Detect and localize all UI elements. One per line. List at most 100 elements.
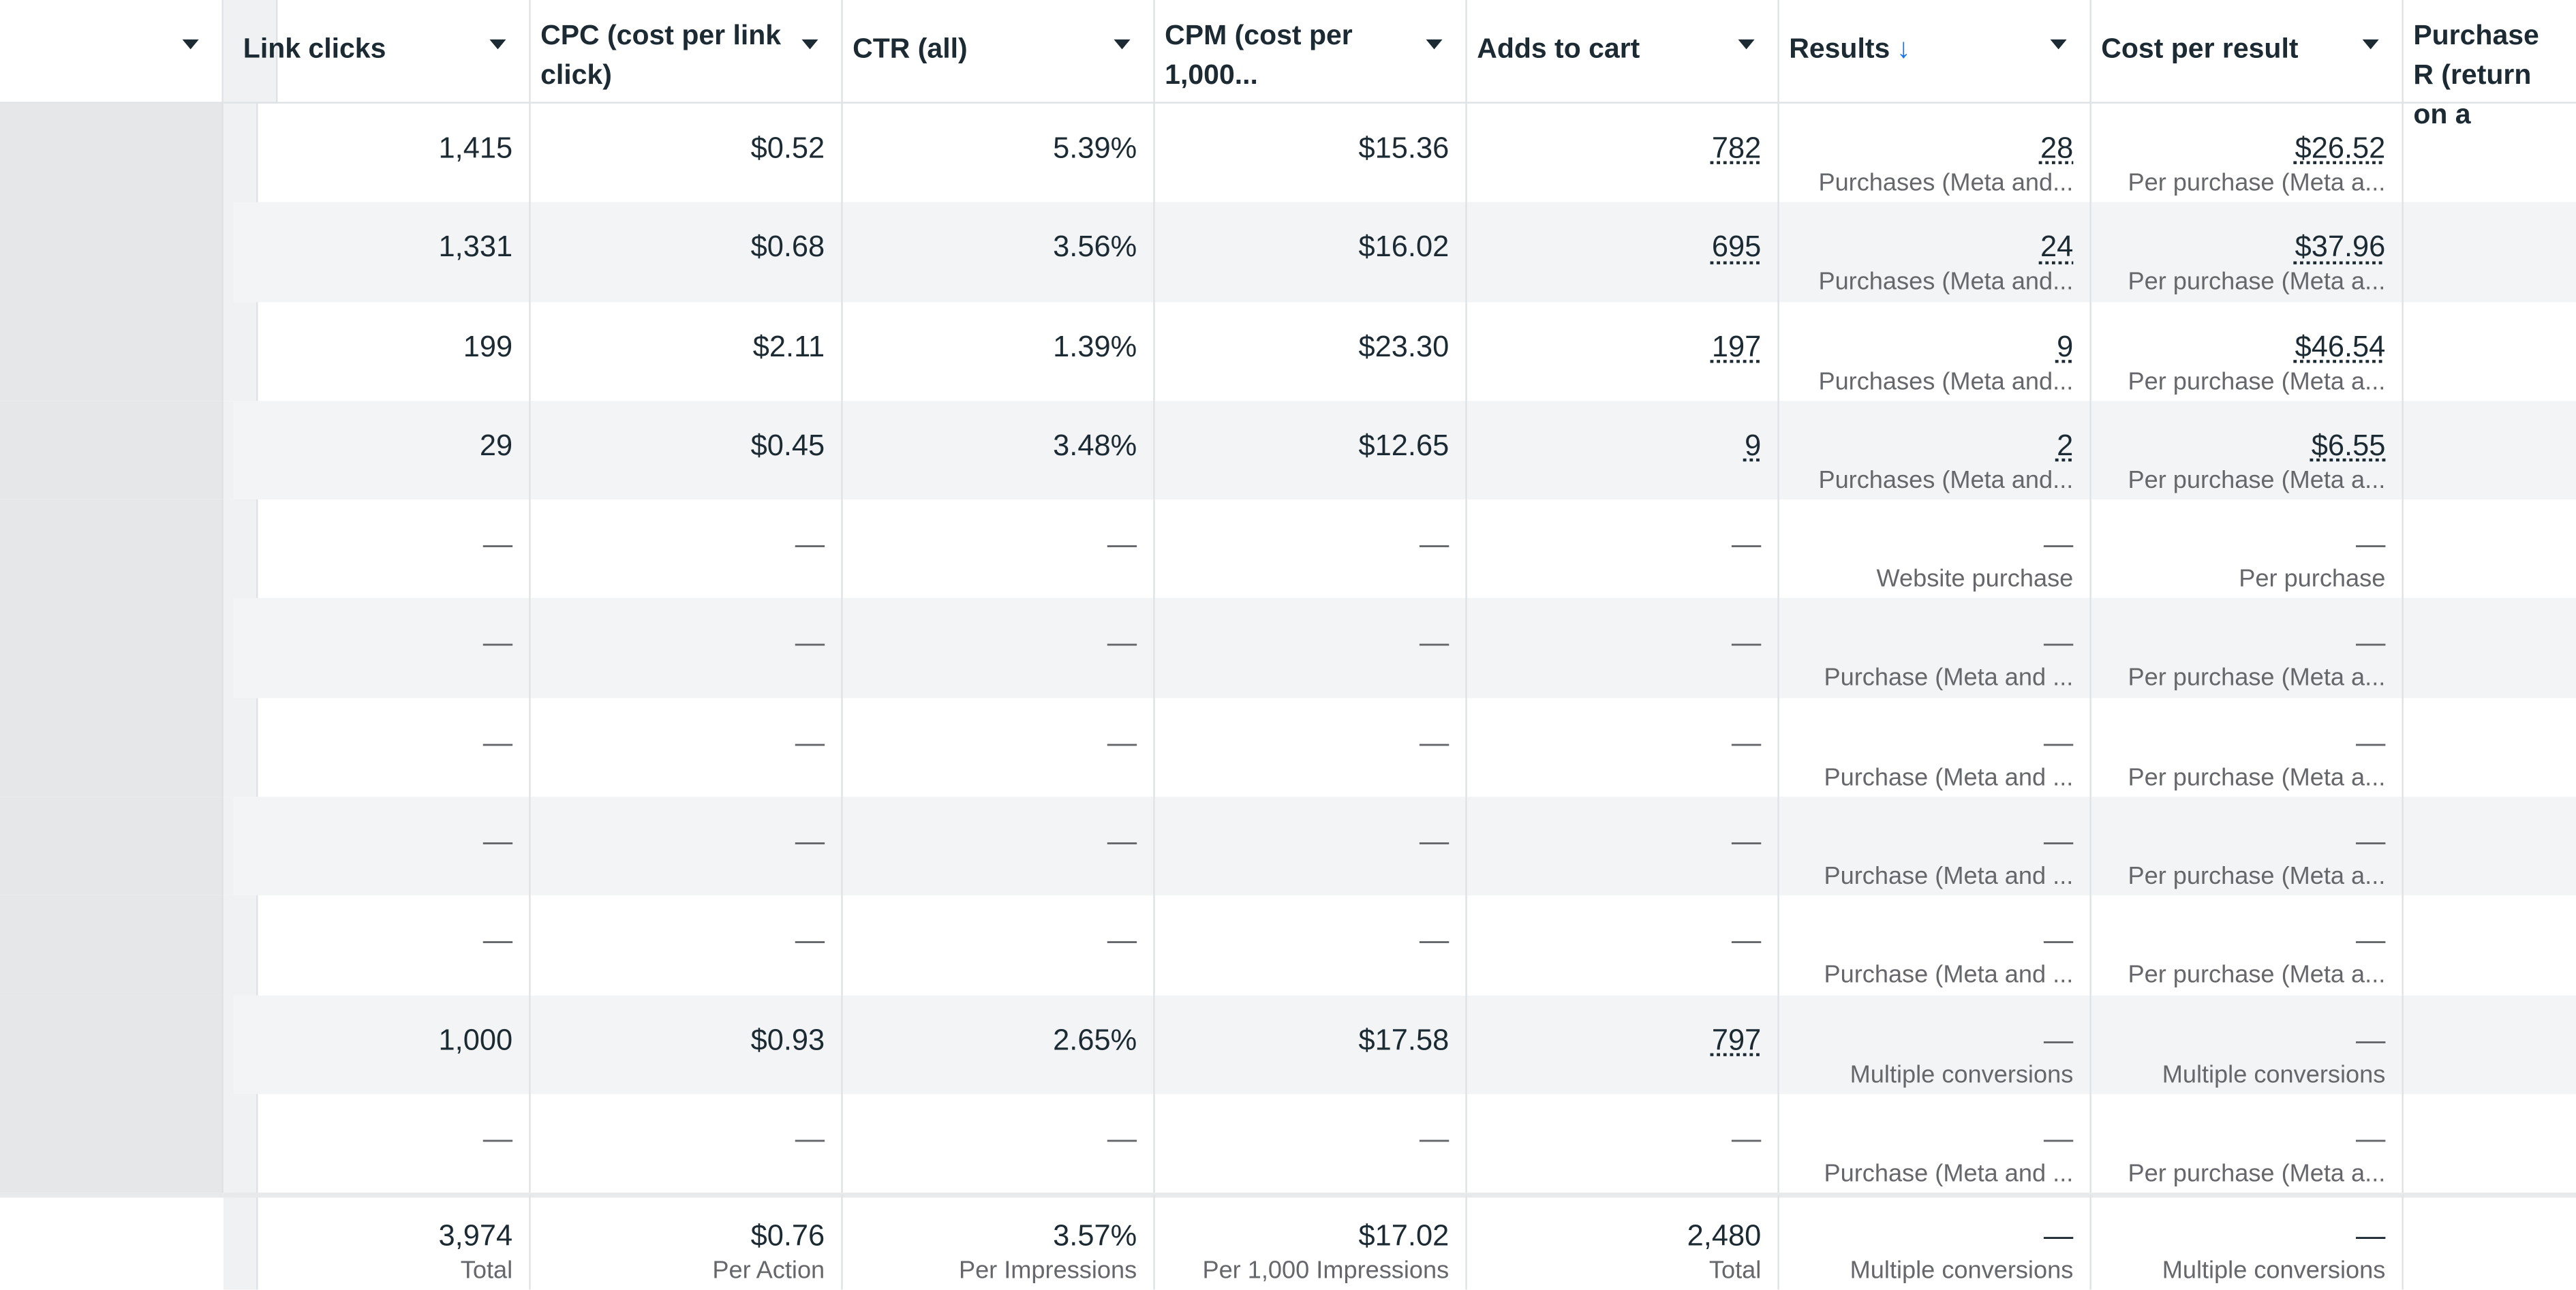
value-text[interactable]: 197 (1711, 329, 1762, 363)
value-text[interactable]: $37.96 (2295, 230, 2386, 264)
value-text: $16.02 (1358, 230, 1450, 264)
cell-value: — (249, 711, 512, 760)
total-value: $0.76 (750, 1219, 825, 1253)
value-text[interactable]: $26.52 (2295, 131, 2386, 165)
row-name-placeholder[interactable] (0, 202, 224, 302)
value-text: — (1107, 1122, 1137, 1155)
cell-subtext: Multiple conversions (1850, 1060, 2074, 1089)
header-link-clicks[interactable]: Link clicks (233, 0, 531, 104)
table-cell-results: 2 Purchases (Meta and... (1779, 400, 2091, 500)
table-cell-results: — Multiple conversions (1779, 995, 2091, 1094)
header-label: Adds to cart (1477, 33, 1640, 65)
column-divider (223, 0, 278, 104)
value-text[interactable]: $6.55 (2311, 428, 2386, 462)
cell-value: 197 (1484, 315, 1761, 364)
cell-value: — (2108, 1107, 2385, 1156)
cell-value: 199 (249, 315, 512, 364)
total-subtext: Total (1708, 1257, 1762, 1285)
value-text[interactable]: 2 (2057, 428, 2074, 462)
cell-value: 9 (1484, 414, 1761, 463)
chevron-down-icon[interactable] (2050, 39, 2067, 50)
chevron-down-icon[interactable] (1738, 39, 1755, 50)
table-cell-ctr: 3.56% (842, 202, 1155, 302)
table-cell-purchase-roas (2404, 698, 2576, 797)
value-text[interactable]: 24 (2040, 230, 2074, 264)
cell-value: — (1484, 810, 1761, 859)
table-cell-purchase-roas (2403, 400, 2576, 500)
table-cell-cpc: — (531, 500, 843, 599)
arrow-down-icon[interactable]: ↓ (1896, 33, 1911, 65)
cell-value: 9 (1796, 315, 2073, 364)
table-cell-cpr: — Per purchase (2091, 500, 2404, 599)
header-ctr[interactable]: CTR (all) (842, 0, 1155, 104)
table-cell-purchase-roas (2404, 302, 2576, 401)
header-adds-to-cart[interactable]: Adds to cart (1467, 0, 1779, 104)
row-name-placeholder[interactable] (0, 797, 224, 896)
value-text: — (1419, 825, 1450, 858)
header-results[interactable]: Results ↓ (1779, 0, 2091, 104)
total-subtext: Total (460, 1257, 513, 1285)
row-name-placeholder[interactable] (0, 698, 224, 797)
row-name-placeholder[interactable] (0, 500, 224, 599)
header-label: CTR (all) (853, 33, 968, 65)
value-text: $0.93 (750, 1023, 825, 1056)
table-cell-adds: — (1467, 797, 1779, 896)
chevron-down-icon[interactable] (489, 39, 506, 50)
header-cpm[interactable]: CPM (cost per 1,000... (1154, 0, 1467, 104)
cell-subtext: Per purchase (Meta a... (2128, 763, 2386, 792)
value-text[interactable]: 695 (1711, 230, 1762, 264)
value-text[interactable]: 9 (2057, 329, 2074, 363)
value-text[interactable]: 28 (2040, 131, 2074, 165)
header-cost-per-result[interactable]: Cost per result (2091, 0, 2404, 104)
row-name-placeholder[interactable] (0, 598, 224, 698)
value-text: — (2043, 1023, 2074, 1056)
value-text: 5.39% (1053, 131, 1137, 165)
table-cell-cpc: $0.93 (530, 995, 843, 1094)
total-subtext: Per 1,000 Impressions (1202, 1257, 1450, 1285)
column-divider (223, 895, 258, 996)
row-name-placeholder[interactable] (0, 1094, 224, 1193)
cell-value: 797 (1484, 1008, 1761, 1057)
row-name-placeholder[interactable] (0, 895, 224, 996)
table-cell-adds: 797 (1467, 995, 1779, 1094)
table-cell-purchase-roas (2403, 202, 2576, 302)
value-text[interactable]: 797 (1711, 1023, 1762, 1056)
column-selector-header[interactable] (0, 0, 224, 104)
row-name-placeholder[interactable] (0, 301, 224, 401)
column-divider (223, 698, 258, 797)
row-name-placeholder[interactable] (0, 400, 224, 500)
chevron-down-icon[interactable] (182, 39, 199, 50)
chevron-down-icon[interactable] (1426, 39, 1443, 50)
cell-subtext: Purchase (Meta and ... (1824, 962, 2074, 990)
table-cell-cpm: — (1154, 797, 1467, 896)
chevron-down-icon[interactable] (2362, 39, 2379, 50)
header-purchase-roas[interactable]: Purchase R (return on a (2403, 0, 2576, 129)
header-cpc[interactable]: CPC (cost per link click) (530, 0, 843, 104)
value-text[interactable]: $46.54 (2295, 329, 2386, 363)
table-cell-cpm: — (1155, 500, 1467, 599)
table-cell-results: 9 Purchases (Meta and... (1779, 301, 2091, 401)
table-cell-link-clicks: 1,331 (233, 202, 531, 302)
table-cell-ctr: 1.39% (843, 301, 1155, 401)
cell-value: — (1484, 909, 1761, 958)
cell-subtext: Per purchase (Meta a... (2128, 169, 2386, 198)
cell-value: $0.68 (547, 216, 825, 265)
value-text[interactable]: 9 (1745, 428, 1762, 462)
value-text[interactable]: 782 (1711, 131, 1762, 165)
chevron-down-icon[interactable] (1114, 39, 1131, 50)
table-cell-cpc: $0.52 (531, 103, 843, 203)
value-text: — (1731, 527, 1762, 561)
cell-value: — (1484, 513, 1761, 562)
cell-value: 24 (1796, 216, 2073, 265)
total-subtext: Multiple conversions (1850, 1257, 2074, 1285)
header-label: Purchase R (return on a (2413, 19, 2539, 130)
value-text: — (2043, 527, 2074, 561)
cell-value: — (1171, 909, 1449, 958)
value-text: — (2355, 825, 2386, 858)
chevron-down-icon[interactable] (801, 39, 818, 50)
cell-value: — (1796, 1008, 2073, 1057)
row-name-placeholder[interactable] (0, 995, 224, 1094)
table-cell-cpr: — Per purchase (Meta a... (2091, 1094, 2404, 1193)
row-name-placeholder[interactable] (0, 103, 224, 203)
table-cell-ctr: — (842, 598, 1155, 698)
